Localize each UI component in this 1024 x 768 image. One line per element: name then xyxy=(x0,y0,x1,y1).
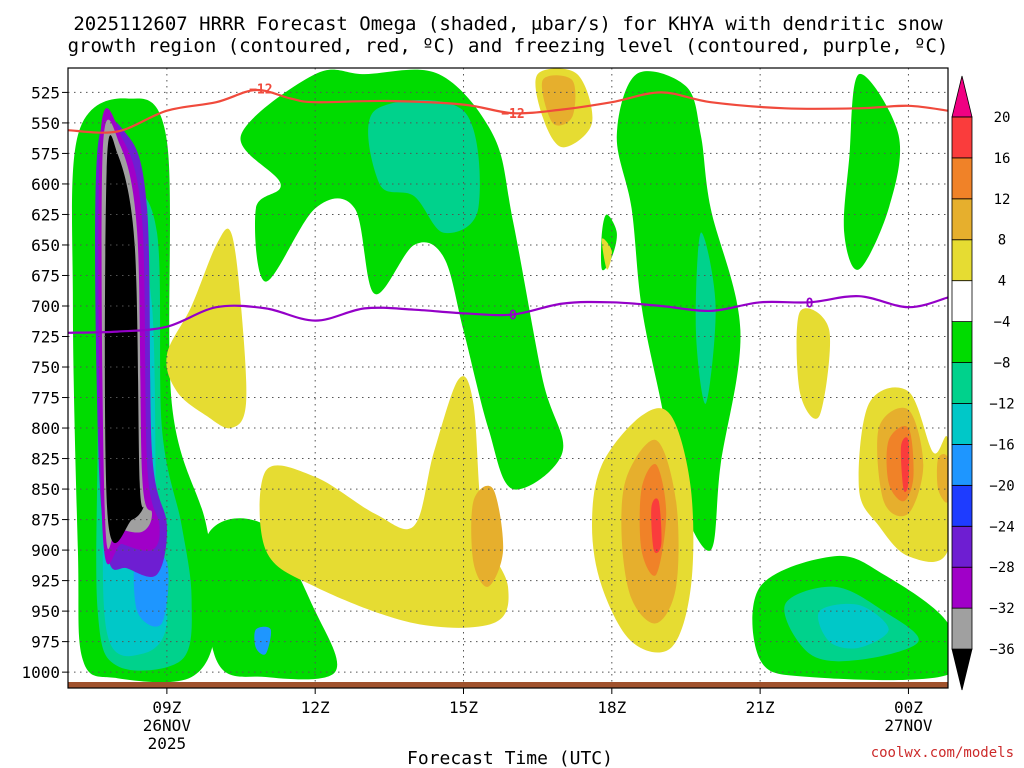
omega-region-neg4 xyxy=(616,71,741,551)
y-tick-label-850: 850 xyxy=(31,480,60,499)
y-tick-label-650: 650 xyxy=(31,236,60,255)
omega-region-pos12 xyxy=(471,485,504,587)
y-tick-label-950: 950 xyxy=(31,602,60,621)
omega-region-neg4 xyxy=(843,73,901,270)
y-tick-label-975: 975 xyxy=(31,633,60,652)
omega-region-pos8 xyxy=(601,238,612,270)
freezing-level-line xyxy=(68,295,948,334)
plot-frame xyxy=(67,67,949,689)
omega-region-pos20 xyxy=(900,437,910,493)
y-tick-label-550: 550 xyxy=(31,114,60,133)
x-axis-label: Forecast Time (UTC) xyxy=(407,748,613,768)
x-tick-label-24-1: 27NOV xyxy=(884,716,933,735)
omega-region-pos12 xyxy=(541,75,576,126)
colorbar-label-3: 8 xyxy=(998,233,1006,249)
y-tick-label-675: 675 xyxy=(31,266,60,285)
colorbar-label-2: 12 xyxy=(994,192,1011,208)
omega-region-neg4 xyxy=(203,518,338,680)
colorbar-segment-13 xyxy=(951,116,973,159)
y-tick-label-800: 800 xyxy=(31,419,60,438)
colorbar-segment-12 xyxy=(951,157,973,200)
colorbar-segment-1 xyxy=(951,607,973,650)
y-tick-label-900: 900 xyxy=(31,541,60,560)
x-tick-label-24-0: 00Z xyxy=(894,698,923,717)
colorbar-label-4: 4 xyxy=(998,274,1006,290)
colorbar-segment-10 xyxy=(951,239,973,282)
x-tick-label-9-2: 2025 xyxy=(148,734,187,753)
grid-lines xyxy=(68,68,948,688)
colorbar-segment-4 xyxy=(951,484,973,527)
y-tick-label-625: 625 xyxy=(31,205,60,224)
y-tick-label-700: 700 xyxy=(31,297,60,316)
colorbar-label-1: 16 xyxy=(994,151,1011,167)
colorbar-label-12: −32 xyxy=(989,601,1014,617)
chart-title-line-1: 2025112607 HRRR Forecast Omega (shaded, … xyxy=(73,13,943,35)
freezing-label-1: 0 xyxy=(509,309,517,324)
y-axis: 525 550 575 600 625 650 675 700 725 750 775 800 825 8… xyxy=(21,83,68,682)
omega-region-neg8 xyxy=(368,99,480,234)
x-tick-label-9-1: 26NOV xyxy=(143,716,192,735)
colorbar-segment-11 xyxy=(951,198,973,241)
colorbar-segment-7 xyxy=(951,362,973,404)
dgz-label-1: −12 xyxy=(249,83,272,98)
y-tick-label-600: 600 xyxy=(31,175,60,194)
omega-region-neg4 xyxy=(240,69,564,490)
omega-region-neg12 xyxy=(817,603,889,649)
colorbar-segment-6 xyxy=(951,403,973,445)
contour-labels: −12 −12 0 0 xyxy=(249,83,814,324)
colorbar-label-7: −12 xyxy=(989,396,1014,412)
colorbar-segment-8 xyxy=(951,321,973,363)
omega-shading xyxy=(71,68,948,683)
y-tick-label-525: 525 xyxy=(31,83,60,102)
omega-region-pos20 xyxy=(651,498,662,554)
colorbar: 20 16 12 8 4 −4 −8 −12 −16 −20 −24 −28 −32 −36 xyxy=(951,75,1015,691)
colorbar-segment-2 xyxy=(951,566,973,609)
colorbar-label-9: −20 xyxy=(989,478,1014,494)
omega-region-neg16 xyxy=(254,626,272,655)
omega-region-pos8 xyxy=(796,308,831,419)
y-tick-label-875: 875 xyxy=(31,511,60,530)
colorbar-label-6: −8 xyxy=(994,356,1011,372)
colorbar-segment-9 xyxy=(951,280,973,322)
colorbar-segment-5 xyxy=(951,443,973,486)
dgz-contour-line xyxy=(68,88,948,134)
y-tick-label-725: 725 xyxy=(31,328,60,347)
x-tick-label-15-0: 15Z xyxy=(449,698,478,717)
colorbar-segment-14 xyxy=(951,75,973,118)
y-tick-label-575: 575 xyxy=(31,144,60,163)
freezing-label-2: 0 xyxy=(806,296,814,311)
credit-text[interactable]: coolwx.com/models xyxy=(871,745,1014,761)
y-tick-label-775: 775 xyxy=(31,389,60,408)
omega-region-pos8 xyxy=(259,376,509,628)
colorbar-segment-3 xyxy=(951,525,973,568)
x-tick-label-12-0: 12Z xyxy=(301,698,330,717)
terrain-ground xyxy=(68,682,948,688)
x-tick-label-18-0: 18Z xyxy=(597,698,626,717)
chart-title-line-2: growth region (contoured, red, ºC) and f… xyxy=(68,35,949,57)
y-tick-label-825: 825 xyxy=(31,450,60,469)
omega-region-neg36 xyxy=(104,135,145,544)
colorbar-label-0: 20 xyxy=(994,110,1011,126)
colorbar-segment-0 xyxy=(951,648,973,691)
colorbar-label-13: −36 xyxy=(989,642,1014,658)
colorbar-label-10: −24 xyxy=(989,519,1014,535)
colorbar-label-8: −16 xyxy=(989,437,1014,453)
omega-region-pos8 xyxy=(166,228,247,429)
dgz-label-2: −12 xyxy=(501,107,524,122)
y-tick-label-750: 750 xyxy=(31,358,60,377)
colorbar-label-11: −28 xyxy=(989,560,1014,576)
x-tick-label-9-0: 09Z xyxy=(152,698,181,717)
y-tick-label-1000: 1000 xyxy=(21,663,60,682)
colorbar-label-5: −4 xyxy=(994,315,1011,331)
x-tick-label-21-0: 21Z xyxy=(746,698,775,717)
plot-area: −12 −12 0 0 xyxy=(68,68,948,688)
y-tick-label-925: 925 xyxy=(31,572,60,591)
omega-region-pos12 xyxy=(936,453,948,503)
